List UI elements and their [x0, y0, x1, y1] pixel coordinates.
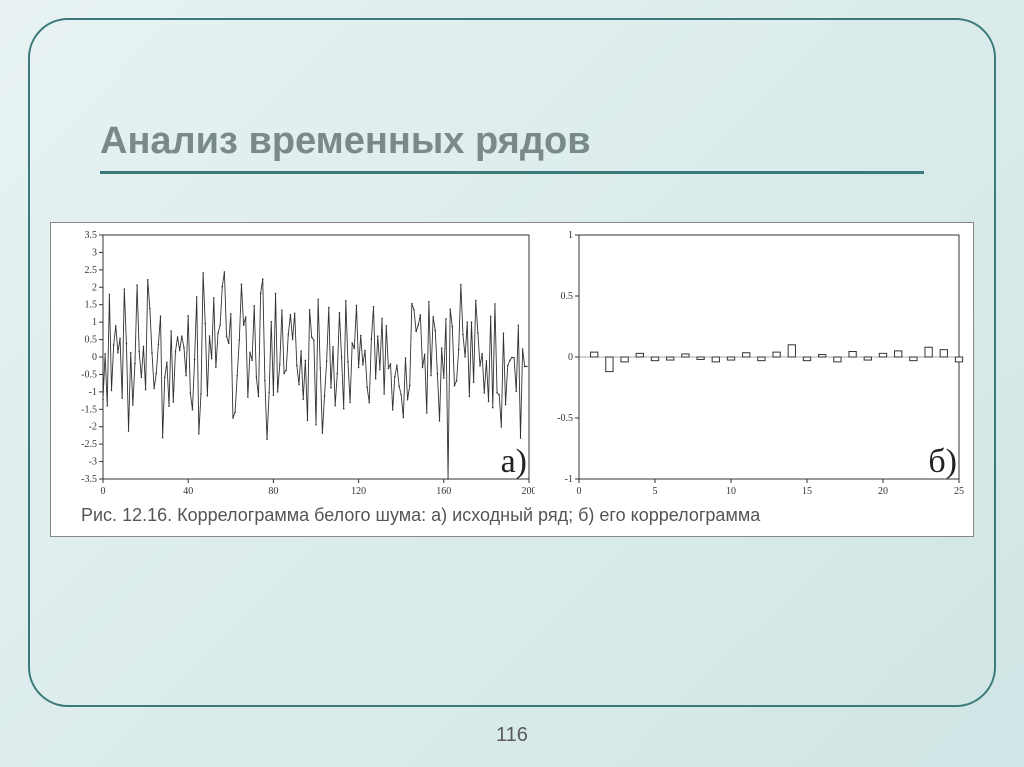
svg-text:0.5: 0.5 — [561, 291, 574, 302]
svg-text:0: 0 — [92, 352, 97, 363]
svg-text:160: 160 — [436, 486, 451, 497]
svg-text:3.5: 3.5 — [85, 231, 98, 241]
figure-container: -3.5 -3 -2.5 -2 -1.5 -1 -0.5 0 0.5 1 1.5 2 2.5 3 3.5 0 4… — [50, 222, 974, 537]
svg-text:120: 120 — [351, 486, 366, 497]
page-number: 116 — [0, 724, 1024, 747]
svg-text:20: 20 — [878, 486, 888, 497]
figure-caption: Рис. 12.16. Коррелограмма белого шума: а… — [81, 505, 961, 526]
chart-b-svg: -1-0.500.510510152025 — [545, 231, 965, 499]
svg-text:1: 1 — [568, 231, 573, 241]
svg-text:-2.5: -2.5 — [81, 439, 97, 450]
panel-a-label: а) — [501, 443, 527, 481]
svg-text:2: 2 — [92, 282, 97, 293]
panel-a: -3.5 -3 -2.5 -2 -1.5 -1 -0.5 0 0.5 1 1.5 2 2.5 3 3.5 0 4… — [69, 231, 535, 499]
chart-a-svg: -3.5 -3 -2.5 -2 -1.5 -1 -0.5 0 0.5 1 1.5 2 2.5 3 3.5 0 4… — [69, 231, 535, 499]
slide-title: Анализ временных рядов — [100, 120, 924, 174]
svg-text:15: 15 — [802, 486, 812, 497]
svg-text:0: 0 — [568, 352, 573, 363]
svg-text:-1: -1 — [89, 387, 97, 398]
svg-text:1.5: 1.5 — [85, 300, 98, 311]
svg-text:0.5: 0.5 — [85, 335, 98, 346]
svg-text:2.5: 2.5 — [85, 265, 98, 276]
svg-text:5: 5 — [653, 486, 658, 497]
svg-text:25: 25 — [954, 486, 964, 497]
svg-text:40: 40 — [183, 486, 193, 497]
svg-text:-1: -1 — [565, 474, 573, 485]
svg-text:-3.5: -3.5 — [81, 474, 97, 485]
svg-text:-0.5: -0.5 — [81, 369, 97, 380]
svg-text:-2: -2 — [89, 422, 97, 433]
svg-text:-0.5: -0.5 — [557, 413, 573, 424]
panel-b: -1-0.500.510510152025 б) — [545, 231, 965, 499]
svg-text:3: 3 — [92, 247, 97, 258]
panel-b-label: б) — [928, 443, 957, 481]
svg-text:0: 0 — [101, 486, 106, 497]
svg-text:1: 1 — [92, 317, 97, 328]
svg-text:-3: -3 — [89, 457, 97, 468]
svg-text:-1.5: -1.5 — [81, 404, 97, 415]
svg-text:80: 80 — [268, 486, 278, 497]
svg-text:200: 200 — [522, 486, 536, 497]
svg-text:10: 10 — [726, 486, 736, 497]
title-area: Анализ временных рядов — [100, 120, 924, 174]
svg-text:0: 0 — [577, 486, 582, 497]
